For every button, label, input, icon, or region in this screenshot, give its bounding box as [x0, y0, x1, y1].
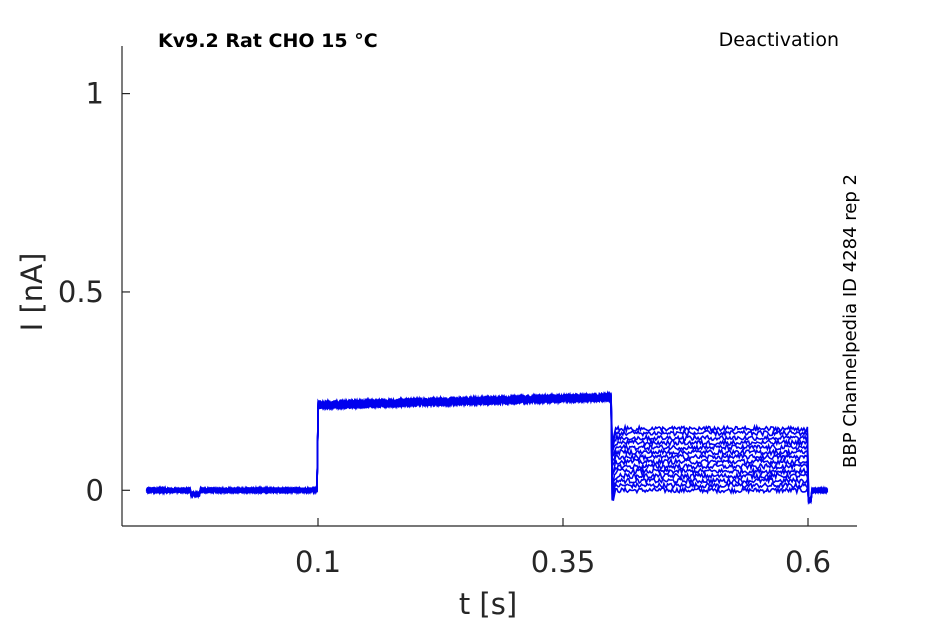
series-line [146, 391, 829, 502]
y-tick-label: 0 [86, 473, 104, 507]
series-line [145, 390, 828, 504]
x-tick-label: 0.35 [531, 545, 596, 579]
y-tick-label: 0.5 [58, 275, 104, 309]
chart-subtitle: Deactivation [719, 29, 839, 51]
side-label: BBP Channelpedia ID 4284 rep 2 [840, 174, 861, 468]
chart-title: Kv9.2 Rat CHO 15 °C [158, 30, 378, 52]
x-axis-label: t [s] [459, 587, 517, 621]
x-ticks: 0.1 0.35 0.6 [295, 518, 831, 579]
x-tick-label: 0.6 [785, 545, 831, 579]
x-tick-label: 0.1 [295, 545, 341, 579]
y-ticks: 00.51 [58, 77, 130, 507]
traces [145, 390, 829, 505]
y-tick-label: 1 [86, 77, 104, 111]
y-axis-label: I [nA] [15, 253, 49, 332]
